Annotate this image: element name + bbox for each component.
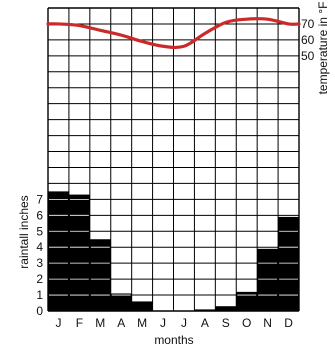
temperature-tick-label: 70 — [301, 17, 315, 31]
rainfall-bar-1 — [68, 194, 90, 311]
rainfall-tick-label: 1 — [36, 288, 43, 302]
month-tick-label: D — [284, 316, 293, 330]
rainfall-bars — [48, 191, 299, 311]
temperature-tick-label: 60 — [301, 33, 315, 47]
rainfall-bar-7 — [194, 309, 216, 311]
temperature-axis: 50 60 70 — [301, 17, 315, 63]
rainfall-bar-3 — [110, 293, 132, 311]
month-tick-label: J — [55, 316, 61, 330]
month-tick-label: O — [242, 316, 251, 330]
rainfall-axis-title: raintall inches — [17, 195, 31, 268]
month-tick-label: A — [117, 316, 125, 330]
rainfall-tick-label: 3 — [36, 256, 43, 270]
x-axis-title: months — [154, 333, 193, 347]
temperature-tick-label: 50 — [301, 49, 315, 63]
month-tick-label: M — [95, 316, 105, 330]
rainfall-tick-label: 2 — [36, 272, 43, 286]
rainfall-bar-0 — [48, 191, 69, 311]
month-tick-label: J — [160, 316, 166, 330]
rainfall-tick-label: 0 — [36, 304, 43, 318]
grid — [47, 7, 300, 312]
month-tick-label: F — [76, 316, 83, 330]
rainfall-bar-9 — [236, 291, 258, 311]
month-tick-label: S — [222, 316, 230, 330]
rainfall-tick-label: 7 — [36, 192, 43, 206]
month-tick-label: A — [201, 316, 209, 330]
month-tick-label: J — [181, 316, 187, 330]
rainfall-tick-label: 5 — [36, 224, 43, 238]
month-tick-label: N — [263, 316, 272, 330]
rainfall-bar-4 — [131, 301, 153, 311]
rainfall-bar-10 — [257, 248, 279, 311]
rainfall-tick-label: 4 — [36, 240, 43, 254]
temperature-axis-title: temperature in °F — [316, 2, 330, 95]
rainfall-bar-11 — [278, 216, 299, 311]
rainfall-bar-8 — [215, 306, 237, 311]
rainfall-tick-label: 6 — [36, 208, 43, 222]
month-tick-label: M — [137, 316, 147, 330]
temperature-line-group — [46, 17, 301, 50]
temperature-line — [46, 17, 301, 50]
rainfall-bar-2 — [89, 239, 111, 311]
rainfall-axis: 0 1 2 3 4 5 6 7 — [36, 192, 43, 318]
